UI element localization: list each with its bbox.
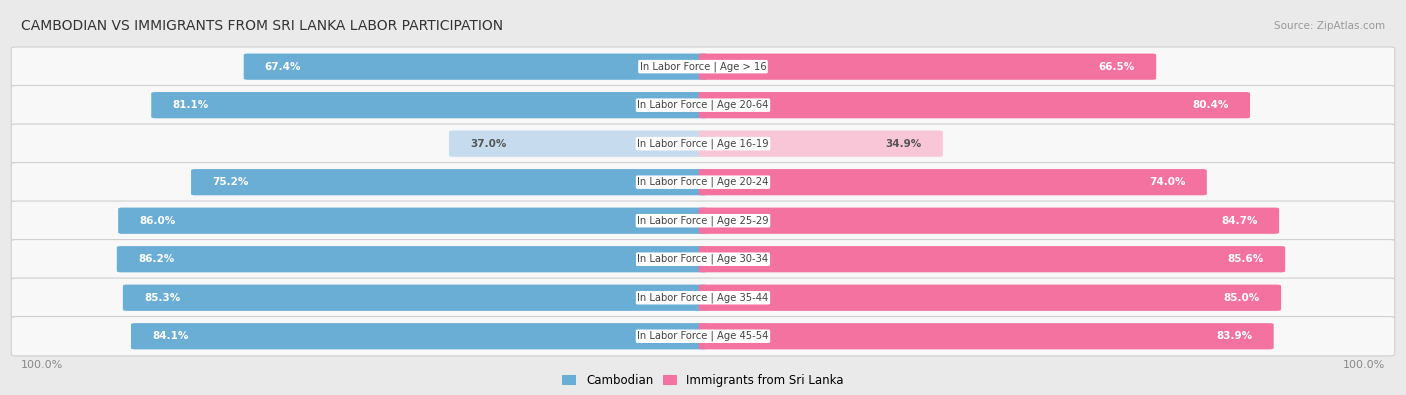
Text: In Labor Force | Age 35-44: In Labor Force | Age 35-44 [637, 292, 769, 303]
FancyBboxPatch shape [11, 162, 1395, 202]
Text: 80.4%: 80.4% [1192, 100, 1229, 110]
Text: 74.0%: 74.0% [1149, 177, 1185, 187]
Text: 37.0%: 37.0% [470, 139, 506, 149]
FancyBboxPatch shape [122, 285, 707, 311]
Text: 84.1%: 84.1% [152, 331, 188, 341]
Text: CAMBODIAN VS IMMIGRANTS FROM SRI LANKA LABOR PARTICIPATION: CAMBODIAN VS IMMIGRANTS FROM SRI LANKA L… [21, 19, 503, 33]
Text: 67.4%: 67.4% [264, 62, 301, 71]
FancyBboxPatch shape [449, 131, 707, 157]
Text: 66.5%: 66.5% [1099, 62, 1135, 71]
FancyBboxPatch shape [117, 246, 707, 272]
FancyBboxPatch shape [11, 239, 1395, 279]
Text: 34.9%: 34.9% [886, 139, 922, 149]
Text: In Labor Force | Age 25-29: In Labor Force | Age 25-29 [637, 215, 769, 226]
Text: 85.6%: 85.6% [1227, 254, 1264, 264]
FancyBboxPatch shape [152, 92, 707, 118]
FancyBboxPatch shape [11, 124, 1395, 164]
FancyBboxPatch shape [11, 85, 1395, 125]
FancyBboxPatch shape [11, 47, 1395, 87]
FancyBboxPatch shape [699, 169, 1206, 195]
Text: In Labor Force | Age 20-24: In Labor Force | Age 20-24 [637, 177, 769, 188]
FancyBboxPatch shape [191, 169, 707, 195]
FancyBboxPatch shape [243, 54, 707, 80]
FancyBboxPatch shape [699, 131, 943, 157]
FancyBboxPatch shape [11, 316, 1395, 356]
Text: 81.1%: 81.1% [173, 100, 208, 110]
FancyBboxPatch shape [131, 323, 707, 349]
FancyBboxPatch shape [699, 92, 1250, 118]
Text: In Labor Force | Age 16-19: In Labor Force | Age 16-19 [637, 138, 769, 149]
Text: 86.2%: 86.2% [138, 254, 174, 264]
FancyBboxPatch shape [11, 201, 1395, 241]
Text: In Labor Force | Age 45-54: In Labor Force | Age 45-54 [637, 331, 769, 342]
Text: In Labor Force | Age 20-64: In Labor Force | Age 20-64 [637, 100, 769, 111]
FancyBboxPatch shape [11, 278, 1395, 318]
Text: 85.3%: 85.3% [143, 293, 180, 303]
Text: 100.0%: 100.0% [1343, 360, 1385, 371]
Text: 75.2%: 75.2% [212, 177, 249, 187]
FancyBboxPatch shape [699, 285, 1281, 311]
FancyBboxPatch shape [699, 323, 1274, 349]
FancyBboxPatch shape [699, 54, 1156, 80]
FancyBboxPatch shape [699, 246, 1285, 272]
Text: In Labor Force | Age > 16: In Labor Force | Age > 16 [640, 61, 766, 72]
Text: 86.0%: 86.0% [139, 216, 176, 226]
Text: 84.7%: 84.7% [1222, 216, 1258, 226]
Text: Source: ZipAtlas.com: Source: ZipAtlas.com [1274, 21, 1385, 31]
Legend: Cambodian, Immigrants from Sri Lanka: Cambodian, Immigrants from Sri Lanka [562, 374, 844, 387]
Text: 100.0%: 100.0% [21, 360, 63, 371]
FancyBboxPatch shape [699, 208, 1279, 234]
Text: In Labor Force | Age 30-34: In Labor Force | Age 30-34 [637, 254, 769, 265]
Text: 83.9%: 83.9% [1216, 331, 1253, 341]
Text: 85.0%: 85.0% [1223, 293, 1260, 303]
FancyBboxPatch shape [118, 208, 707, 234]
